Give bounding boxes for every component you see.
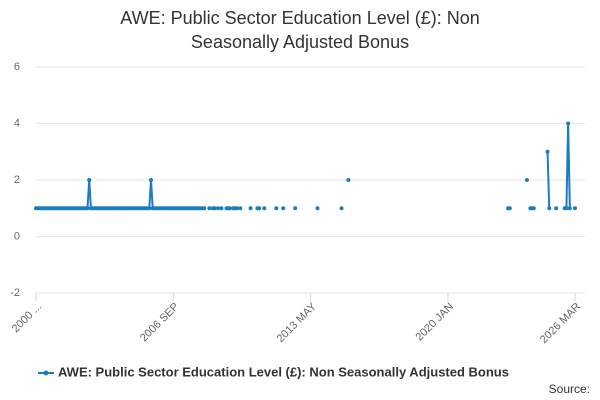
data-point <box>274 206 279 211</box>
y-tick-label: 2 <box>14 174 20 186</box>
data-point <box>87 178 92 182</box>
data-point <box>281 206 286 211</box>
source-label: Source: <box>549 382 590 396</box>
data-point <box>315 206 320 211</box>
data-point <box>564 206 569 211</box>
data-point <box>207 206 212 211</box>
data-point <box>227 206 232 211</box>
data-point <box>524 178 529 182</box>
data-point <box>346 178 351 182</box>
data-point <box>212 206 217 211</box>
series-line <box>36 179 205 210</box>
y-tick-label: 0 <box>14 230 20 242</box>
x-tick-label: 2020 JAN <box>414 301 457 344</box>
data-point <box>573 206 577 211</box>
data-point <box>531 206 536 211</box>
data-point <box>147 206 152 211</box>
data-point <box>339 206 344 211</box>
data-point <box>554 206 559 211</box>
series-line <box>564 123 571 210</box>
data-point <box>547 206 552 211</box>
x-tick-label: 2013 MAY <box>275 300 320 345</box>
data-point <box>238 206 243 211</box>
y-tick-label: 4 <box>14 117 20 129</box>
data-point <box>215 206 220 211</box>
data-point <box>566 121 571 126</box>
data-point <box>257 206 262 211</box>
y-tick-label: 6 <box>14 61 20 73</box>
legend-marker <box>43 370 49 376</box>
legend-label: AWE: Public Sector Education Level (£): … <box>58 364 509 379</box>
data-point <box>219 206 224 211</box>
x-tick-label: 2026 MAR <box>538 301 583 346</box>
x-tick-label: 2000 ... <box>10 301 44 335</box>
data-point <box>293 206 298 211</box>
series-line <box>546 151 551 209</box>
data-point <box>262 206 267 211</box>
chart-title: AWE: Public Sector Education Level (£): … <box>120 8 480 52</box>
data-point <box>85 206 90 211</box>
data-point <box>507 206 512 211</box>
data-point <box>234 206 239 211</box>
data-point <box>567 206 572 211</box>
data-point <box>202 206 207 211</box>
data-point <box>545 149 550 154</box>
data-point <box>149 178 154 182</box>
y-tick-label: -2 <box>10 287 20 299</box>
x-tick-label: 2006 SEP <box>138 301 182 345</box>
data-point <box>248 206 253 211</box>
